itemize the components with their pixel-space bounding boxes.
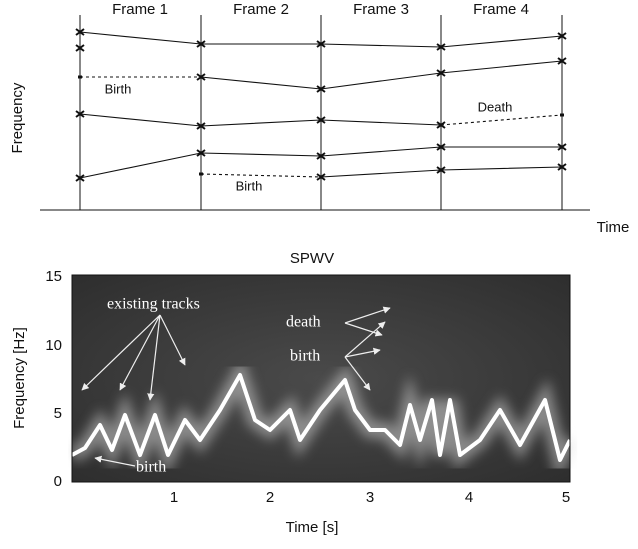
peak-marker (196, 149, 206, 157)
peak-marker (316, 85, 326, 93)
x-tick-label: 5 (562, 489, 570, 506)
peak-marker (75, 174, 85, 182)
peak-marker (557, 32, 567, 40)
peak-marker (557, 143, 567, 151)
annotation-arrows (81, 306, 391, 467)
y-tick-label: 10 (45, 337, 62, 354)
peak-marker (75, 28, 85, 36)
x-label: Time [s] (286, 519, 339, 536)
peak-marker (196, 122, 206, 130)
track-endpoint (199, 172, 203, 176)
frame-label: Frame 2 (233, 1, 289, 18)
y-tick-label: 5 (54, 405, 62, 422)
spectrogram (72, 275, 570, 482)
track-endpoint (78, 75, 82, 79)
peak-marker (436, 166, 446, 174)
x-tick-label: 1 (170, 489, 178, 506)
peak-marker (557, 57, 567, 65)
frame-label: Frame 3 (353, 1, 409, 18)
peak-marker (316, 152, 326, 160)
frame-label: Frame 4 (473, 1, 529, 18)
peak-marker (75, 110, 85, 118)
peak-marker (196, 40, 206, 48)
peak-markers (75, 28, 567, 182)
track-diagram: Frame 1 Frame 2 Frame 3 Frame 4 Frequenc… (9, 1, 629, 236)
title: SPWV (290, 250, 334, 267)
x-tick-label: 4 (465, 489, 473, 506)
peak-marker (557, 163, 567, 171)
annotation: Death (478, 99, 513, 114)
peak-marker (196, 73, 206, 81)
x-tick-label: 3 (366, 489, 374, 506)
peak-marker (316, 116, 326, 124)
x-label: Time (597, 219, 630, 236)
track-endpoint (560, 113, 564, 117)
annotation: Birth (105, 81, 132, 96)
frame-label: Frame 1 (112, 1, 168, 18)
y-tick-label: 0 (54, 473, 62, 490)
annotation: Birth (236, 178, 263, 193)
peak-marker (436, 69, 446, 77)
spectrogram-panel: SPWV 0 5 10 15 1 2 3 4 5 Frequency [Hz] … (11, 250, 570, 536)
peak-marker (316, 173, 326, 181)
plot-frame (71, 274, 571, 483)
annotation: existing tracks (107, 296, 200, 313)
y-label: Frequency [Hz] (11, 327, 28, 429)
peak-marker (436, 43, 446, 51)
y-label: Frequency (9, 82, 26, 153)
spectrogram-ridges (72, 375, 570, 460)
annotation: birth (290, 348, 320, 365)
y-tick-label: 15 (45, 268, 62, 285)
peak-marker (436, 121, 446, 129)
peak-marker (75, 44, 85, 52)
annotation: death (286, 314, 321, 331)
annotation: birth (136, 459, 166, 476)
peak-marker (316, 40, 326, 48)
x-tick-label: 2 (266, 489, 274, 506)
peak-marker (436, 143, 446, 151)
